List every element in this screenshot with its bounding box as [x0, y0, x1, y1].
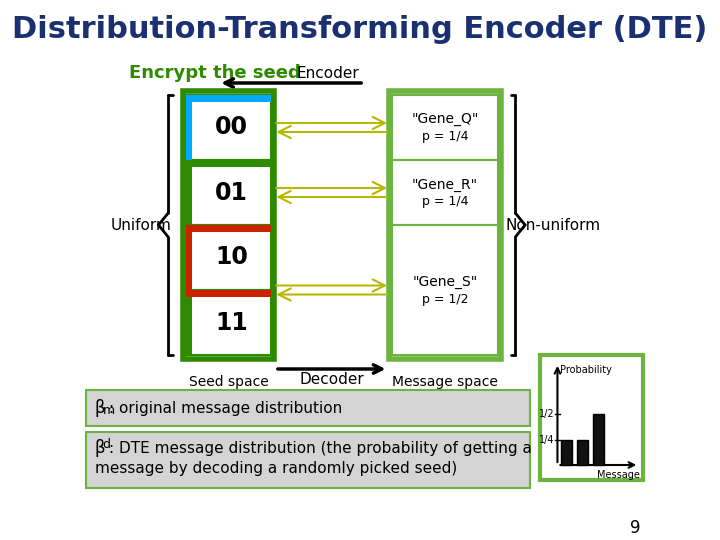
Bar — [186, 290, 271, 355]
Text: m: m — [103, 404, 114, 417]
Text: Uniform: Uniform — [111, 218, 172, 233]
Text: 00: 00 — [215, 116, 248, 139]
Text: 9: 9 — [630, 519, 640, 537]
Text: : DTE message distribution (the probability of getting a: : DTE message distribution (the probabil… — [109, 441, 532, 456]
Bar — [186, 95, 271, 160]
Text: "Gene_Q": "Gene_Q" — [411, 112, 479, 126]
Bar — [186, 160, 192, 225]
Text: Probability: Probability — [560, 365, 612, 375]
Bar — [540, 355, 643, 480]
Text: Message: Message — [597, 470, 640, 480]
Bar — [186, 290, 271, 297]
Bar — [389, 91, 501, 359]
Text: Message space: Message space — [392, 375, 498, 389]
Bar — [186, 160, 271, 225]
Bar — [186, 290, 192, 355]
Text: 11: 11 — [215, 310, 248, 334]
Text: 1/4: 1/4 — [539, 435, 554, 444]
Text: "Gene_S": "Gene_S" — [413, 275, 477, 289]
Text: Distribution-Transforming Encoder (DTE): Distribution-Transforming Encoder (DTE) — [12, 16, 708, 44]
Bar — [186, 95, 271, 102]
Bar — [86, 390, 530, 426]
Text: Seed space: Seed space — [189, 375, 269, 389]
Text: Non-uniform: Non-uniform — [505, 218, 600, 233]
Bar — [186, 95, 192, 160]
Text: Encrypt the seed: Encrypt the seed — [130, 64, 301, 82]
Text: β: β — [94, 439, 105, 457]
Bar — [86, 432, 530, 488]
Text: p = 1/4: p = 1/4 — [422, 195, 468, 208]
Bar — [577, 440, 588, 465]
Bar — [186, 225, 192, 290]
Text: β: β — [94, 399, 105, 417]
Text: 1/2: 1/2 — [539, 409, 554, 419]
Text: : original message distribution: : original message distribution — [109, 401, 343, 415]
Bar — [561, 440, 572, 465]
Bar — [186, 160, 271, 167]
Text: 01: 01 — [215, 180, 248, 205]
Text: 10: 10 — [215, 246, 248, 269]
Bar — [593, 414, 604, 465]
Bar — [392, 95, 498, 160]
Text: p = 1/4: p = 1/4 — [422, 130, 468, 143]
Text: message by decoding a randomly picked seed): message by decoding a randomly picked se… — [94, 461, 456, 476]
Bar — [392, 160, 498, 225]
Bar — [183, 91, 274, 359]
Bar — [186, 225, 271, 290]
Text: d: d — [103, 438, 111, 451]
Text: Decoder: Decoder — [300, 372, 364, 387]
Text: Encoder: Encoder — [296, 65, 359, 80]
Bar — [392, 225, 498, 355]
Text: p = 1/2: p = 1/2 — [422, 293, 468, 306]
Bar — [186, 225, 271, 232]
Text: "Gene_R": "Gene_R" — [412, 178, 478, 192]
